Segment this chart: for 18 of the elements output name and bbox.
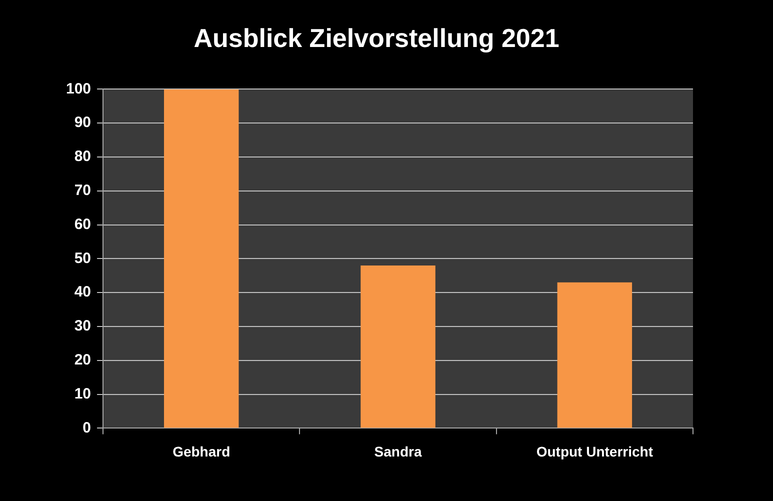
bar	[557, 282, 632, 428]
y-tick-label: 20	[74, 352, 92, 369]
y-tick-label: 50	[74, 250, 92, 267]
y-tick-label: 70	[74, 182, 92, 200]
y-tick-label: 100	[66, 80, 92, 98]
x-tick-label: Output Unterricht	[536, 443, 654, 460]
y-tick-label: 40	[74, 284, 92, 301]
bar	[164, 89, 239, 428]
chart-title: Ausblick Zielvorstellung 2021	[194, 22, 560, 53]
bar	[360, 265, 436, 428]
y-tick-label: 0	[82, 419, 92, 436]
y-tick-label: 10	[74, 385, 92, 402]
y-tick-label: 80	[74, 148, 92, 166]
y-tick-label: 30	[74, 318, 92, 335]
x-tick-label: Gebhard	[172, 443, 230, 460]
y-tick-label: 60	[74, 216, 92, 233]
y-tick-label: 90	[74, 114, 92, 132]
x-tick-label: Sandra	[374, 443, 422, 460]
